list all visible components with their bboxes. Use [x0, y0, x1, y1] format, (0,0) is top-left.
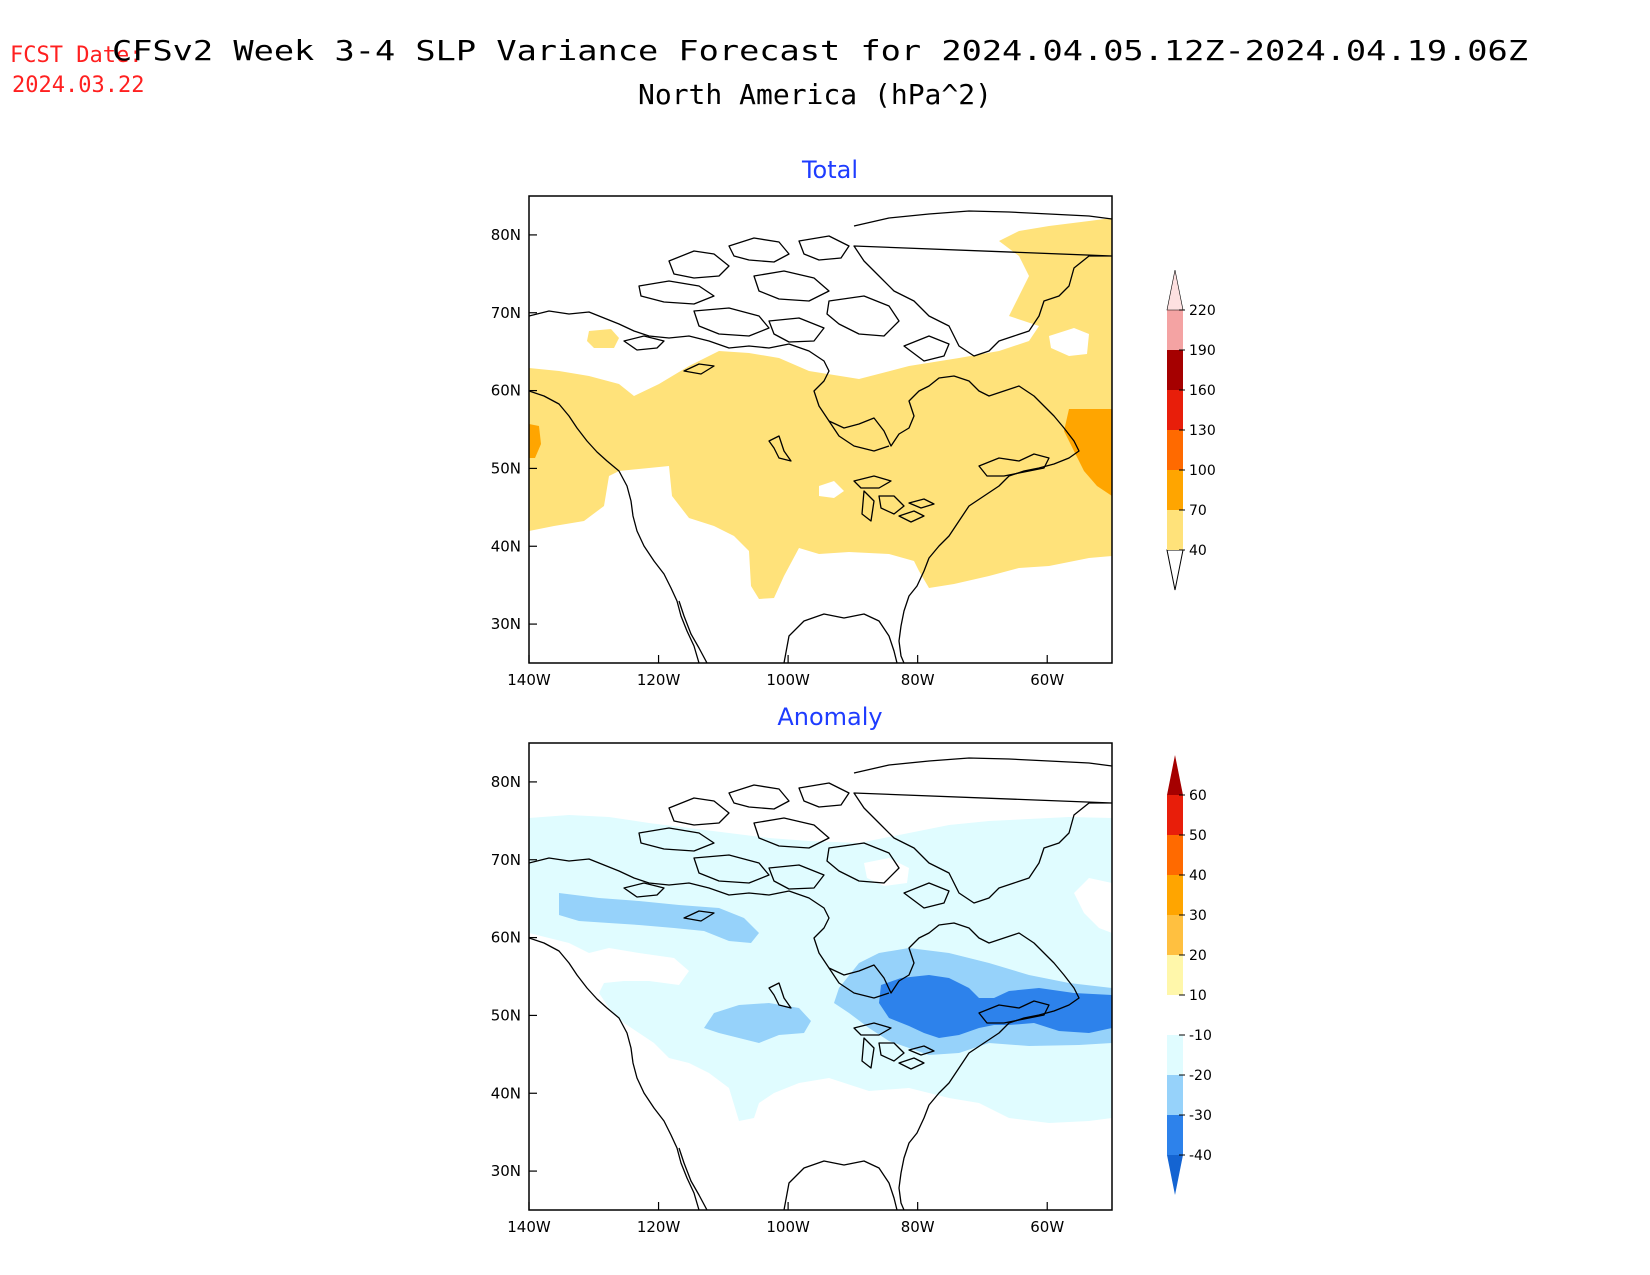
- colorbar-label: 30: [1189, 908, 1207, 924]
- fcst-date-label: FCST Date:: [10, 43, 142, 68]
- colorbar-extend-low: [1166, 549, 1184, 591]
- colorbar-swatch: [1167, 510, 1183, 550]
- colorbar-label: 160: [1189, 383, 1216, 399]
- colorbar-label: 190: [1189, 343, 1216, 359]
- lon-tick-label: 100W: [766, 671, 810, 689]
- panel-title-total: Total: [801, 156, 858, 184]
- anomaly-axes: 80N 70N 60N 50N 40N 30N 140W 120W 100W 80W 60W: [491, 773, 1065, 1236]
- colorbar-swatch: [1167, 995, 1183, 1035]
- colorbar-label: -20: [1189, 1068, 1212, 1084]
- main-subtitle: North America (hPa^2): [638, 78, 992, 111]
- total-map-frame: [528, 195, 1113, 664]
- lon-tick-label: 140W: [507, 1218, 551, 1236]
- lat-tick-label: 50N: [491, 1006, 521, 1024]
- colorbar-swatch: [1167, 1075, 1183, 1115]
- colorbar-label: 100: [1189, 463, 1216, 479]
- lat-tick-label: 50N: [491, 459, 521, 477]
- colorbar-swatch: [1167, 875, 1183, 915]
- colorbar-swatch: [1167, 955, 1183, 995]
- lat-tick-label: 30N: [491, 1162, 521, 1180]
- colorbar-swatch: [1167, 390, 1183, 430]
- lon-tick-label: 60W: [1030, 671, 1064, 689]
- colorbar-label: 60: [1189, 788, 1207, 804]
- colorbar-extend-high: [1167, 755, 1183, 795]
- colorbar-extend-high: [1166, 269, 1184, 311]
- colorbar-label: 50: [1189, 828, 1207, 844]
- total-axes: 80N 70N 60N 50N 40N 30N 140W 120W 100W 80W 60W: [491, 226, 1065, 689]
- colorbar-label: 40: [1189, 543, 1207, 559]
- colorbar-swatch: [1167, 915, 1183, 955]
- colorbar-label: 10: [1189, 988, 1207, 1004]
- lat-tick-label: 60N: [491, 382, 521, 400]
- lon-tick-label: 140W: [507, 671, 551, 689]
- colorbar-swatch: [1167, 835, 1183, 875]
- colorbar-label: 220: [1189, 303, 1216, 319]
- lat-tick-label: 40N: [491, 537, 521, 555]
- lon-tick-label: 120W: [637, 1218, 681, 1236]
- lon-tick-label: 80W: [901, 671, 935, 689]
- colorbar-swatch: [1167, 350, 1183, 390]
- colorbar-swatch: [1167, 310, 1183, 350]
- total-shade-70: [1064, 409, 1112, 496]
- colorbar-swatch: [1167, 1115, 1183, 1155]
- colorbar-swatch: [1167, 470, 1183, 510]
- lon-tick-label: 120W: [637, 671, 681, 689]
- anomaly-colorbar: 60 50 40 30 20 10 -10 -20 -30 -40: [1167, 755, 1212, 1195]
- colorbar-label: 40: [1189, 868, 1207, 884]
- anomaly-shade-minus20: [559, 893, 759, 943]
- anomaly-map-frame: [528, 742, 1113, 1211]
- colorbar-label: 20: [1189, 948, 1207, 964]
- colorbar-swatch: [1167, 1035, 1183, 1075]
- lat-tick-label: 40N: [491, 1084, 521, 1102]
- lat-tick-label: 80N: [491, 226, 521, 244]
- colorbar-label: -30: [1189, 1108, 1212, 1124]
- fcst-date-value: 2024.03.22: [12, 73, 144, 98]
- total-map: [529, 196, 1112, 663]
- main-title: CFSv2 Week 3-4 SLP Variance Forecast for…: [112, 34, 1528, 67]
- lat-tick-label: 80N: [491, 773, 521, 791]
- colorbar-label: 130: [1189, 423, 1216, 439]
- colorbar-label: -40: [1189, 1148, 1212, 1164]
- colorbar-label: 70: [1189, 503, 1207, 519]
- colorbar-swatch: [1167, 430, 1183, 470]
- lat-tick-label: 60N: [491, 929, 521, 947]
- lon-tick-label: 80W: [901, 1218, 935, 1236]
- anomaly-map: [529, 743, 1112, 1210]
- colorbar-swatch: [1167, 795, 1183, 835]
- colorbar-extend-low: [1167, 1155, 1183, 1195]
- lat-tick-label: 70N: [491, 304, 521, 322]
- lon-tick-label: 60W: [1030, 1218, 1064, 1236]
- panel-title-anomaly: Anomaly: [777, 703, 882, 731]
- lat-tick-label: 30N: [491, 615, 521, 633]
- total-colorbar: 40 70 100 130 160 190 220: [1166, 269, 1216, 591]
- lat-tick-label: 70N: [491, 851, 521, 869]
- lon-tick-label: 100W: [766, 1218, 810, 1236]
- colorbar-label: -10: [1189, 1028, 1212, 1044]
